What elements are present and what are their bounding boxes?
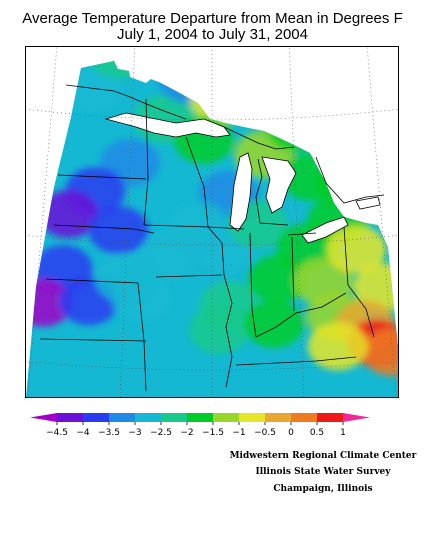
legend-swatch-8 [239,413,265,422]
map-date-range: July 1, 2004 to July 31, 2004 [117,26,308,43]
legend-tick-label: −4.5 [46,428,68,438]
legend-tick-label: −2 [180,428,193,438]
ky-tn-border [235,356,357,366]
lake-huron [261,156,297,214]
legend-tick-label: −2.5 [150,428,172,438]
legend-swatch-5 [161,413,187,422]
ks-ok-border [39,338,147,342]
lake-erie [301,216,349,244]
field-blob-29 [244,300,305,348]
ia-mo-border [155,274,223,278]
state-borders [39,84,385,392]
mn-west-border [143,98,149,226]
legend-tick-label: 1 [340,428,346,438]
field-blob-2 [113,47,173,55]
legend-tick-label: −1 [232,428,245,438]
field-blob-26 [189,306,250,354]
legend-swatch-12 [343,413,370,422]
field-blob-34 [326,225,387,274]
mississippi-river [207,226,233,388]
mi-oh-border [287,232,317,236]
ohio-river [255,292,347,338]
map-title: Average Temperature Departure from Mean … [22,10,403,27]
legend-swatch-7 [213,413,239,422]
nd-sd-border [57,174,147,180]
legend-tick-labels: −4.5 −4 −3.5 −3 −2.5 −2 −1.5 −1 −0.5 0 0.5 1 [46,422,346,438]
field-blob-16 [88,206,149,255]
legend-tick-label: −4 [76,428,90,438]
mo-west-border [137,282,147,392]
legend-swatch-2 [83,413,109,422]
great-lakes [104,112,381,244]
legend-tick-label: −0.5 [254,428,276,438]
legend-swatch-10 [291,413,317,422]
lake-superior [104,112,231,138]
oh-pa-border [343,226,349,286]
field-blob-21 [111,274,172,323]
il-in-border [249,232,257,338]
legend-swatch-3 [109,413,135,422]
legend-tick-label: −3 [128,428,141,438]
legend-tick-label: −1.5 [202,428,224,438]
field-blob-5 [158,61,219,104]
mn-ia-border [143,224,209,228]
legend-tick-label: 0 [288,428,294,438]
field-blob-39 [362,328,398,376]
legend-color-bar [30,413,370,422]
in-oh-border [291,236,295,312]
field-blob-40 [307,322,368,371]
legend-tick-label: 0.5 [310,428,324,438]
lake-ontario [355,196,381,210]
credit-organization: Midwestern Regional Climate Center [229,451,417,461]
us-canada-border [65,84,385,204]
field-blob-36 [353,263,398,312]
legend-swatch-11 [317,413,343,422]
legend-swatch-0 [30,413,57,422]
legend-swatch-4 [135,413,161,422]
legend-swatch-1 [57,413,83,422]
lake-michigan [229,152,253,232]
legend-swatch-9 [265,413,291,422]
up-michigan [223,126,295,150]
field-blob-35 [336,174,397,223]
temperature-departure-map [25,46,399,398]
wv-va-border [347,284,375,338]
wi-il-border [207,226,245,230]
ne-ks-border [45,278,139,284]
field-blob-9 [265,103,326,152]
credit-agency: Illinois State Water Survey [255,467,391,477]
color-legend: −4.5 −4 −3.5 −3 −2.5 −2 −1.5 −1 −0.5 0 0.5 1 [0,410,425,440]
sd-ne-border [53,224,155,234]
credit-location: Champaign, Illinois [273,484,373,494]
legend-swatch-6 [187,413,213,422]
legend-tick-label: −3.5 [98,428,120,438]
mn-wi-border [185,136,209,228]
lower-michigan [255,158,289,226]
